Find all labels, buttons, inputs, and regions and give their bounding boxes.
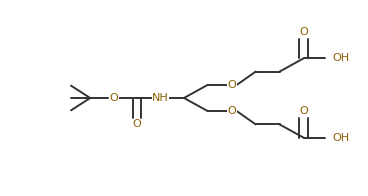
Text: O: O	[299, 106, 308, 116]
Text: O: O	[299, 27, 308, 37]
Text: OH: OH	[333, 53, 350, 63]
Text: OH: OH	[333, 133, 350, 143]
Text: O: O	[133, 119, 141, 130]
Text: O: O	[109, 93, 118, 103]
Text: O: O	[227, 106, 236, 116]
Text: NH: NH	[152, 93, 169, 103]
Text: O: O	[227, 80, 236, 90]
